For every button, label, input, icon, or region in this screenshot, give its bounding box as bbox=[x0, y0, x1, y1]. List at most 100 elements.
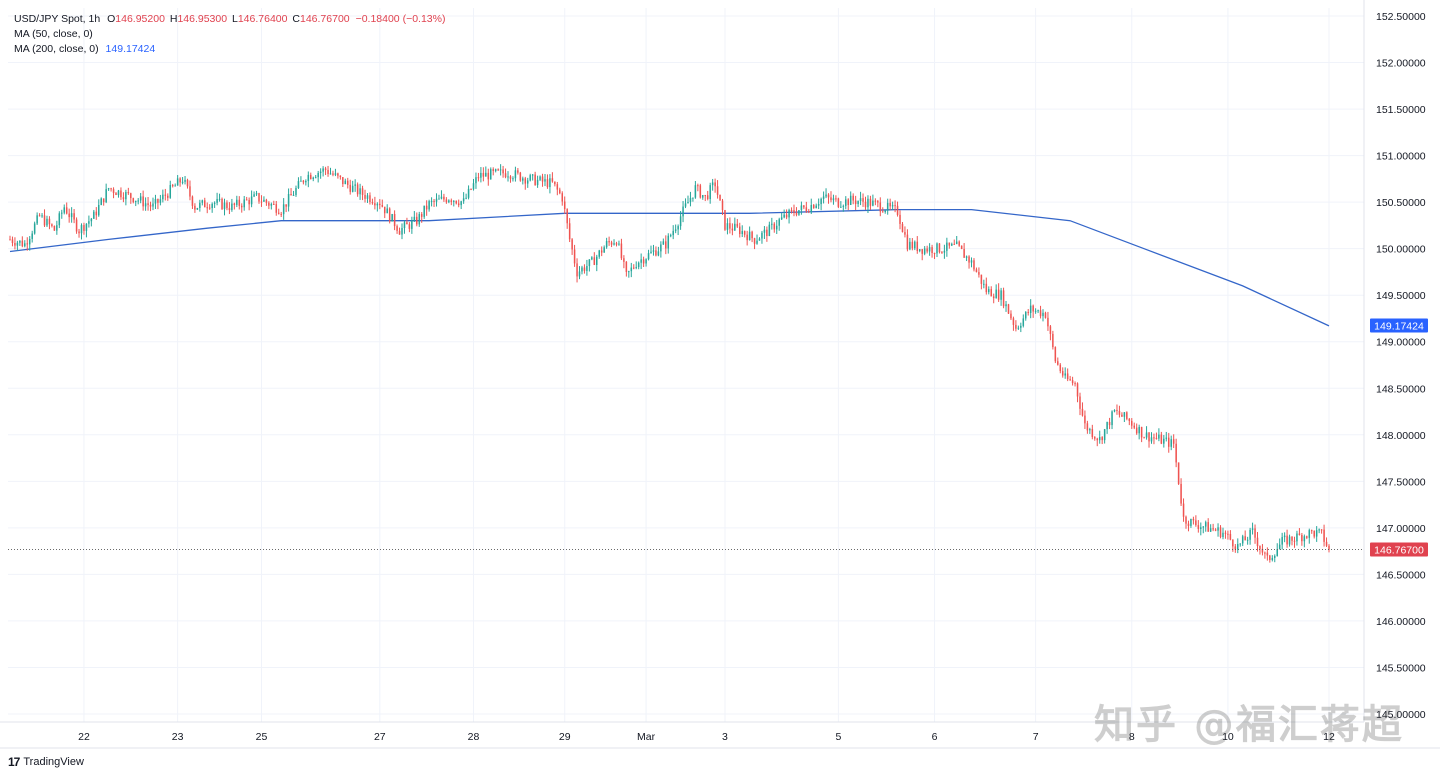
candle-body bbox=[260, 201, 263, 203]
candle-body bbox=[213, 202, 216, 204]
candle-body bbox=[980, 274, 983, 284]
candle-body bbox=[697, 185, 699, 187]
candle-body bbox=[790, 209, 793, 211]
candle-body bbox=[820, 198, 822, 205]
candle-body bbox=[849, 195, 852, 206]
candle-body bbox=[134, 200, 137, 203]
candle-body bbox=[21, 240, 24, 247]
candle-body bbox=[258, 193, 260, 202]
candle-body bbox=[1229, 533, 1232, 540]
candle-body bbox=[324, 168, 327, 170]
tradingview-logo[interactable]: 17 TradingView bbox=[8, 755, 84, 769]
ma200-price-tag-label: 149.17424 bbox=[1374, 321, 1424, 333]
candle-body bbox=[1071, 380, 1074, 384]
candle-body bbox=[1303, 536, 1306, 542]
candle-body bbox=[729, 223, 731, 229]
candle-body bbox=[724, 210, 726, 230]
candle-body bbox=[305, 181, 307, 183]
candle-body bbox=[277, 212, 280, 214]
candle-body bbox=[1020, 325, 1022, 328]
ohlc-row: USD/JPY Spot, 1h O146.95200 H146.95300 L… bbox=[14, 12, 445, 27]
candle-body bbox=[457, 203, 460, 206]
candle-body bbox=[1022, 318, 1025, 326]
candle-body bbox=[756, 240, 758, 244]
candle-body bbox=[26, 243, 29, 245]
candle-body bbox=[630, 267, 633, 272]
candle-body bbox=[559, 189, 561, 194]
x-tick-label: 22 bbox=[78, 731, 90, 743]
candle-body bbox=[1276, 549, 1278, 556]
candle-body bbox=[480, 172, 482, 178]
candle-body bbox=[1153, 437, 1155, 439]
candle-body bbox=[719, 194, 721, 201]
ma50-row[interactable]: MA (50, close, 0) bbox=[14, 27, 445, 42]
candle-body bbox=[223, 202, 226, 210]
candle-body bbox=[662, 241, 665, 245]
candle-body bbox=[628, 271, 630, 273]
y-tick-label: 148.50000 bbox=[1376, 383, 1426, 395]
candle-body bbox=[1059, 364, 1062, 372]
candle-body bbox=[19, 240, 21, 243]
candle-body bbox=[310, 174, 312, 180]
candle-body bbox=[758, 238, 761, 241]
candle-body bbox=[862, 198, 864, 202]
high-label: H bbox=[169, 13, 178, 25]
candle-body bbox=[351, 185, 354, 192]
candle-body bbox=[509, 176, 512, 179]
candle-body bbox=[739, 226, 741, 234]
candle-body bbox=[1017, 327, 1020, 329]
candle-body bbox=[14, 242, 16, 246]
candle-body bbox=[778, 219, 780, 226]
candle-body bbox=[926, 248, 928, 252]
candle-body bbox=[1108, 422, 1111, 426]
candle-body bbox=[1207, 522, 1209, 532]
candle-body bbox=[1158, 434, 1160, 439]
candle-body bbox=[95, 211, 98, 216]
candle-body bbox=[1118, 410, 1121, 415]
candle-body bbox=[753, 238, 756, 244]
candle-body bbox=[1187, 523, 1190, 526]
candle-body bbox=[751, 231, 753, 239]
candle-body bbox=[1219, 527, 1222, 538]
ma200-row[interactable]: MA (200, close, 0) 149.17424 bbox=[14, 42, 445, 57]
candle-body bbox=[482, 172, 485, 177]
candle-body bbox=[812, 204, 815, 209]
candle-body bbox=[748, 231, 751, 241]
candle-body bbox=[120, 190, 122, 198]
candle-body bbox=[38, 215, 41, 217]
candle-body bbox=[669, 235, 672, 237]
candle-body bbox=[1098, 437, 1101, 441]
candle-body bbox=[948, 242, 951, 246]
candle-body bbox=[1254, 528, 1256, 538]
candle-body bbox=[640, 259, 642, 263]
candle-body bbox=[344, 180, 347, 185]
candle-body bbox=[285, 204, 287, 207]
candle-body bbox=[645, 259, 647, 264]
candle-body bbox=[743, 231, 746, 235]
candle-body bbox=[522, 178, 524, 181]
candle-body bbox=[647, 253, 650, 260]
candle-body bbox=[307, 174, 310, 182]
candle-body bbox=[139, 196, 142, 201]
candle-body bbox=[361, 188, 364, 195]
candle-body bbox=[398, 230, 401, 235]
candle-body bbox=[1202, 526, 1205, 528]
candle-body bbox=[921, 249, 923, 254]
ma200-line bbox=[9, 208, 1330, 327]
candle-body bbox=[191, 196, 194, 206]
candle-body bbox=[334, 173, 337, 175]
candle-body bbox=[660, 244, 662, 252]
candle-body bbox=[420, 214, 423, 217]
candle-body bbox=[642, 259, 645, 264]
candle-body bbox=[1237, 544, 1239, 550]
candle-body bbox=[1323, 529, 1325, 542]
candle-body bbox=[181, 181, 184, 183]
candle-body bbox=[1079, 396, 1081, 409]
candle-body bbox=[1133, 425, 1135, 428]
candle-body bbox=[847, 199, 850, 206]
candle-body bbox=[541, 176, 544, 182]
candle-body bbox=[618, 243, 620, 245]
y-tick-label: 150.00000 bbox=[1376, 244, 1426, 256]
